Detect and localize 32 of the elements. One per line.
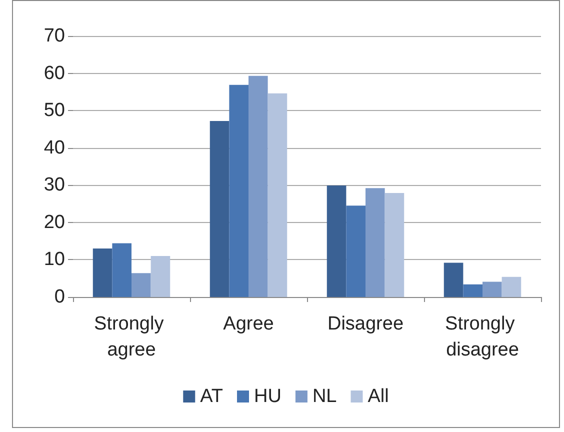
y-tick-label: 0 bbox=[54, 286, 65, 308]
x-tick-label: Strongly disagree bbox=[445, 314, 520, 360]
bar bbox=[463, 284, 482, 297]
legend-label: NL bbox=[312, 386, 337, 407]
y-tick-label: 40 bbox=[44, 137, 65, 158]
x-tick-label: Strongly agree bbox=[94, 314, 169, 360]
bar bbox=[346, 206, 366, 297]
bar bbox=[248, 76, 268, 297]
y-tick-label: 10 bbox=[44, 249, 65, 270]
bar bbox=[229, 84, 248, 297]
bar bbox=[92, 248, 112, 297]
bar bbox=[132, 273, 151, 297]
bar bbox=[112, 243, 132, 297]
bar bbox=[210, 121, 230, 297]
bar bbox=[384, 192, 404, 297]
bar bbox=[482, 282, 502, 297]
legend-label: HU bbox=[254, 386, 282, 407]
y-tick-label: 20 bbox=[44, 212, 65, 233]
y-tick-label: 60 bbox=[44, 62, 65, 84]
y-tick-label: 30 bbox=[44, 174, 65, 196]
x-tick-label: Agree bbox=[223, 314, 274, 334]
legend-label: AT bbox=[200, 386, 224, 407]
legend-label: All bbox=[368, 386, 389, 407]
y-tick-label: 70 bbox=[44, 26, 65, 46]
bar bbox=[502, 276, 522, 297]
y-tick-label: 50 bbox=[44, 100, 65, 122]
x-tick-label: Disagree bbox=[327, 314, 404, 334]
bar bbox=[366, 188, 385, 297]
bar bbox=[268, 93, 288, 297]
bar bbox=[150, 256, 170, 297]
bar bbox=[326, 186, 346, 297]
bar bbox=[444, 262, 464, 297]
